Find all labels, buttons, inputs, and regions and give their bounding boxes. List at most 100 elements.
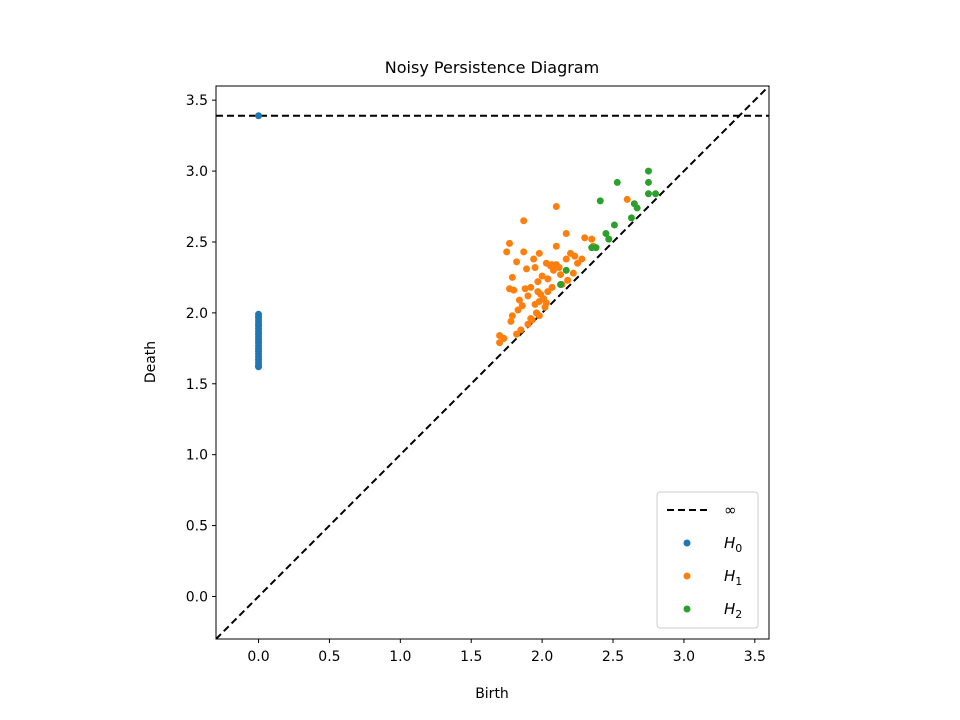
point-h2 bbox=[633, 204, 641, 212]
y-tick-label: 1.0 bbox=[186, 448, 208, 464]
legend-h2-label: H2 bbox=[724, 600, 742, 621]
y-tick-label: 0.0 bbox=[186, 589, 208, 605]
x-tick-label: 1.0 bbox=[389, 649, 411, 665]
point-h1 bbox=[513, 330, 521, 338]
legend-h2-marker bbox=[683, 605, 691, 613]
point-h1 bbox=[555, 263, 563, 271]
point-h1 bbox=[506, 239, 514, 247]
x-tick-label: 2.0 bbox=[531, 649, 553, 665]
point-h1 bbox=[542, 299, 550, 307]
point-h1 bbox=[557, 271, 565, 279]
point-h2 bbox=[557, 281, 565, 289]
point-h1 bbox=[527, 283, 535, 291]
point-h2 bbox=[592, 244, 600, 252]
point-h1 bbox=[578, 255, 586, 263]
point-h1 bbox=[552, 242, 560, 250]
point-h1 bbox=[508, 312, 516, 320]
point-h1 bbox=[535, 312, 543, 320]
point-h1 bbox=[581, 234, 589, 242]
point-h1 bbox=[562, 255, 570, 263]
point-h2 bbox=[596, 197, 604, 205]
point-h0 bbox=[255, 363, 263, 371]
plot-frame bbox=[215, 85, 770, 640]
legend-h1-marker bbox=[683, 572, 691, 580]
point-h2 bbox=[644, 167, 652, 175]
point-h1 bbox=[496, 339, 504, 347]
point-h1 bbox=[574, 259, 582, 267]
point-h1 bbox=[552, 203, 560, 211]
point-h1 bbox=[534, 278, 542, 286]
legend-h0-marker bbox=[683, 539, 691, 547]
point-h1 bbox=[503, 248, 511, 256]
point-h1 bbox=[544, 288, 552, 296]
y-tick-label: 1.5 bbox=[186, 377, 208, 393]
point-h1 bbox=[531, 263, 539, 271]
point-h2 bbox=[605, 235, 613, 243]
x-axis-ticks: 0.0 0.5 1.0 1.5 2.0 2.5 3.0 3.5 bbox=[247, 639, 766, 665]
point-h1 bbox=[537, 290, 545, 298]
point-h1 bbox=[623, 195, 631, 203]
y-tick-label: 3.5 bbox=[186, 93, 208, 109]
diagonal-line bbox=[216, 86, 769, 639]
reference-lines bbox=[216, 86, 769, 639]
point-h2 bbox=[644, 190, 652, 198]
x-tick-label: 3.0 bbox=[673, 649, 695, 665]
point-h1 bbox=[569, 269, 577, 277]
point-h2 bbox=[627, 214, 635, 222]
point-h1 bbox=[521, 285, 529, 293]
legend-h0-label: H0 bbox=[724, 534, 742, 555]
point-h1 bbox=[510, 286, 518, 294]
data-points bbox=[255, 112, 660, 371]
legend-frame bbox=[656, 491, 759, 629]
point-h1 bbox=[523, 265, 531, 273]
x-tick-label: 0.0 bbox=[247, 649, 269, 665]
point-h1 bbox=[514, 306, 522, 314]
point-h1 bbox=[513, 258, 521, 266]
x-axis-label: Birth bbox=[475, 686, 509, 702]
y-axis-ticks: 0.0 0.5 1.0 1.5 2.0 2.5 3.0 3.5 bbox=[186, 93, 216, 605]
y-axis-label: Death bbox=[143, 341, 159, 383]
point-h1 bbox=[500, 334, 508, 342]
point-h2 bbox=[602, 229, 610, 237]
y-tick-label: 2.5 bbox=[186, 235, 208, 251]
point-h2 bbox=[613, 178, 621, 186]
legend-h1-label: H1 bbox=[724, 567, 742, 588]
chart-title: Noisy Persistence Diagram bbox=[385, 58, 599, 77]
point-h2 bbox=[610, 221, 618, 229]
y-tick-label: 2.0 bbox=[186, 306, 208, 322]
x-tick-label: 3.5 bbox=[744, 649, 766, 665]
legend: ∞ H0 H1 H2 bbox=[656, 491, 759, 629]
point-h1 bbox=[524, 292, 532, 300]
point-h1 bbox=[515, 296, 523, 304]
point-h1 bbox=[549, 266, 557, 274]
x-tick-label: 0.5 bbox=[318, 649, 340, 665]
point-h1 bbox=[508, 273, 516, 281]
point-h1 bbox=[520, 217, 528, 225]
point-h2 bbox=[652, 190, 660, 198]
point-h1 bbox=[518, 302, 526, 310]
point-h1 bbox=[562, 229, 570, 237]
point-h0 bbox=[255, 112, 263, 120]
point-h1 bbox=[520, 248, 528, 256]
point-h1 bbox=[538, 272, 546, 280]
point-h2 bbox=[562, 266, 570, 274]
point-h1 bbox=[530, 255, 538, 263]
x-tick-label: 2.5 bbox=[602, 649, 624, 665]
point-h1 bbox=[527, 315, 535, 323]
x-tick-label: 1.5 bbox=[460, 649, 482, 665]
legend-infinity-label: ∞ bbox=[724, 501, 737, 519]
point-h2 bbox=[644, 178, 652, 186]
point-h1 bbox=[564, 276, 572, 284]
point-h1 bbox=[548, 283, 556, 291]
point-h1 bbox=[517, 326, 525, 334]
point-h1 bbox=[548, 261, 556, 269]
point-h1 bbox=[535, 249, 543, 257]
y-tick-label: 3.0 bbox=[186, 164, 208, 180]
point-h1 bbox=[571, 252, 579, 260]
point-h1 bbox=[507, 317, 515, 325]
point-h1 bbox=[524, 320, 532, 328]
point-h1 bbox=[544, 275, 552, 283]
y-tick-label: 0.5 bbox=[186, 519, 208, 535]
point-h1 bbox=[588, 235, 596, 243]
